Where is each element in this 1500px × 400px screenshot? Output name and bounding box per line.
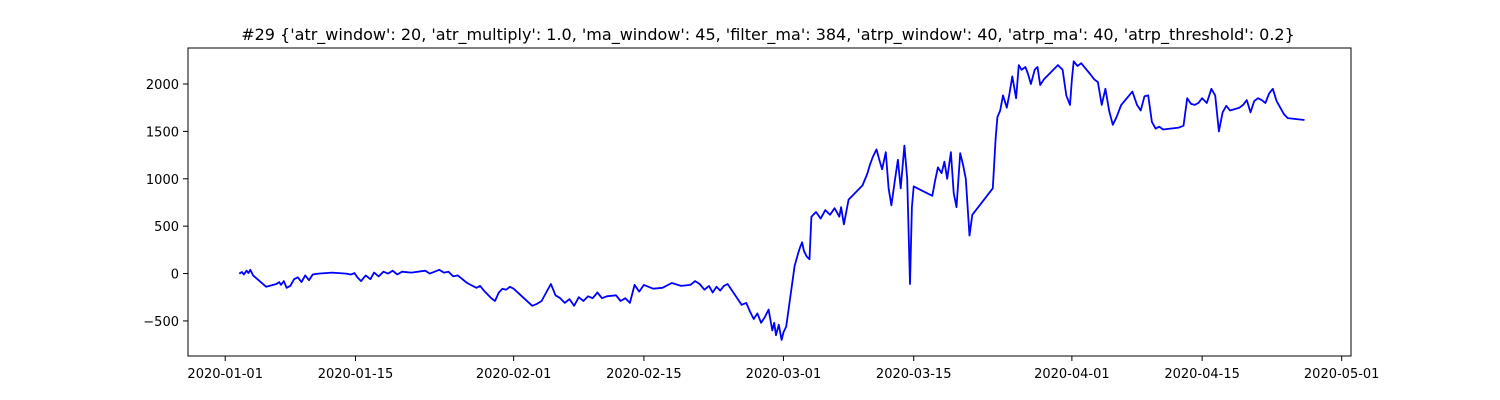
y-tick-label: 1500 xyxy=(146,125,179,140)
x-tick-label: 2020-01-15 xyxy=(318,367,394,382)
x-tick-label: 2020-05-01 xyxy=(1304,367,1380,382)
x-tick-label: 2020-01-01 xyxy=(187,367,263,382)
x-tick-label: 2020-02-15 xyxy=(606,367,682,382)
y-tick-label: 2000 xyxy=(146,78,179,93)
x-tick-label: 2020-04-15 xyxy=(1164,367,1240,382)
y-tick-label: −500 xyxy=(143,315,179,330)
x-tick-label: 2020-02-01 xyxy=(476,367,552,382)
plot-area-frame xyxy=(187,47,1352,357)
x-tick-label: 2020-03-15 xyxy=(876,367,952,382)
y-axis: −500 0 500 1000 1500 2000 xyxy=(143,78,188,330)
y-tick-label: 1000 xyxy=(146,173,179,188)
y-tick-label: 500 xyxy=(154,220,179,235)
series-line-equity xyxy=(238,60,1305,341)
x-axis: 2020-01-01 2020-01-15 2020-02-01 2020-02-15… xyxy=(187,356,1379,382)
series-group xyxy=(238,60,1305,341)
x-tick-label: 2020-03-01 xyxy=(746,367,822,382)
x-tick-label: 2020-04-01 xyxy=(1034,367,1110,382)
y-tick-label: 0 xyxy=(171,268,179,283)
chart-title: #29 {'atr_window': 20, 'atr_multiply': 1… xyxy=(241,25,1295,45)
